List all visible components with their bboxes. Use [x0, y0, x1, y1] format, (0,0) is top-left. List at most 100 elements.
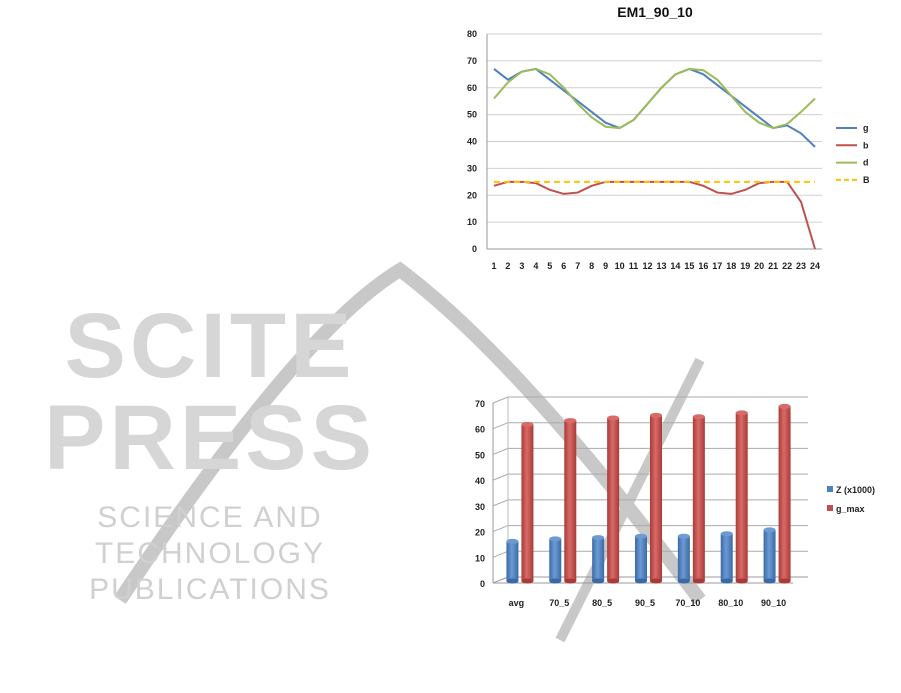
y-tick-label: 40	[475, 476, 485, 486]
x-tick-label: 2	[505, 261, 510, 271]
bar-Z (x1000)	[592, 537, 605, 581]
bar-top	[650, 412, 662, 418]
bar-top	[778, 403, 791, 409]
x-tick-label: 70_5	[549, 598, 569, 608]
bar-g_max	[607, 418, 620, 581]
x-tick-label: 80_5	[592, 598, 612, 608]
x-tick-label: 15	[684, 261, 694, 271]
y-tick-label: 20	[475, 528, 485, 538]
bar-base	[778, 578, 791, 584]
bar-base	[635, 578, 647, 584]
bar-top	[720, 531, 733, 537]
series-line-d	[493, 67, 816, 130]
bar-Z (x1000)	[635, 536, 647, 581]
watermark-logo-text: SCITEPRESS	[44, 295, 376, 489]
x-tick-label: 7	[575, 261, 580, 271]
x-tick-label: 6	[561, 261, 566, 271]
bar-base	[720, 578, 733, 584]
x-tick-label: 3	[519, 261, 524, 271]
x-tick-label: 20	[754, 261, 764, 271]
x-tick-label: 11	[629, 261, 639, 271]
y-tick-label: 60	[475, 425, 485, 435]
bar-top	[677, 533, 690, 539]
x-tick-label: 10	[615, 261, 625, 271]
bar-base	[650, 578, 662, 584]
x-tick-label: 90_10	[761, 598, 786, 608]
bar-g_max	[778, 406, 791, 581]
y-tick-label: 0	[480, 579, 485, 589]
y-tick-label: 70	[467, 56, 477, 66]
bar-top	[607, 415, 620, 421]
x-tick-label: 12	[643, 261, 653, 271]
y-tick-label: 60	[467, 83, 477, 93]
x-tick-label: 23	[796, 261, 806, 271]
bar-g_max	[564, 420, 577, 581]
bar-Z (x1000)	[677, 536, 690, 581]
bar-top	[635, 533, 647, 539]
legend-label: d	[863, 158, 869, 168]
bar-base	[549, 578, 562, 584]
x-tick-label: 13	[656, 261, 666, 271]
legend-swatch	[827, 505, 833, 511]
x-tick-label: 90_5	[635, 598, 655, 608]
bar-Z (x1000)	[720, 533, 733, 581]
legend-label: B	[863, 175, 870, 185]
y-tick-label: 40	[467, 137, 477, 147]
x-tick-label: 24	[810, 261, 820, 271]
bar-top	[763, 527, 776, 533]
gridline	[492, 396, 808, 404]
y-tick-label: 30	[467, 163, 477, 173]
y-tick-label: 10	[467, 217, 477, 227]
bar-Z (x1000)	[506, 541, 519, 581]
x-tick-label: 80_10	[718, 598, 743, 608]
bar-base	[521, 578, 534, 584]
y-tick-label: 70	[475, 399, 485, 409]
y-tick-label: 80	[467, 29, 477, 39]
bar-g_max	[692, 416, 705, 581]
bar-Z (x1000)	[763, 529, 776, 581]
x-tick-label: 5	[547, 261, 552, 271]
x-tick-label: 19	[740, 261, 750, 271]
x-tick-label: 14	[670, 261, 680, 271]
bar-base	[564, 578, 577, 584]
y-tick-label: 50	[475, 450, 485, 460]
bar-g_max	[735, 412, 748, 581]
bar-top	[592, 535, 605, 541]
y-tick-label: 50	[467, 110, 477, 120]
x-tick-label: 8	[589, 261, 594, 271]
x-tick-label: 18	[726, 261, 736, 271]
legend-label: g	[863, 123, 869, 133]
x-tick-label: 70_10	[675, 598, 700, 608]
x-tick-label: 17	[712, 261, 722, 271]
bar-top	[735, 410, 748, 416]
bar-base	[592, 578, 605, 584]
legend-label: b	[863, 140, 869, 150]
bar-Z (x1000)	[549, 538, 562, 581]
bar-g_max	[650, 415, 662, 581]
bar-top	[549, 536, 562, 542]
x-tick-label: 1	[491, 261, 496, 271]
bar-g_max	[521, 424, 534, 581]
bar-base	[607, 578, 620, 584]
bar-base	[763, 578, 776, 584]
x-tick-label: 22	[782, 261, 792, 271]
legend-label: g_max	[836, 504, 865, 514]
y-tick-label: 10	[475, 553, 485, 563]
legend-label: Z (x1000)	[836, 485, 875, 495]
bar-base	[692, 578, 705, 584]
x-tick-label: avg	[509, 598, 525, 608]
bar-base	[506, 578, 519, 584]
bar-top	[506, 538, 519, 544]
bar-base	[677, 578, 690, 584]
x-tick-label: 21	[768, 261, 778, 271]
x-tick-label: 16	[698, 261, 708, 271]
bar-base	[735, 578, 748, 584]
bar-top	[692, 414, 705, 420]
x-tick-label: 4	[533, 261, 538, 271]
bar-top	[564, 418, 577, 424]
legend-swatch	[827, 486, 833, 492]
chart-title: EM1_90_10	[617, 4, 693, 20]
bar-top	[521, 421, 534, 427]
